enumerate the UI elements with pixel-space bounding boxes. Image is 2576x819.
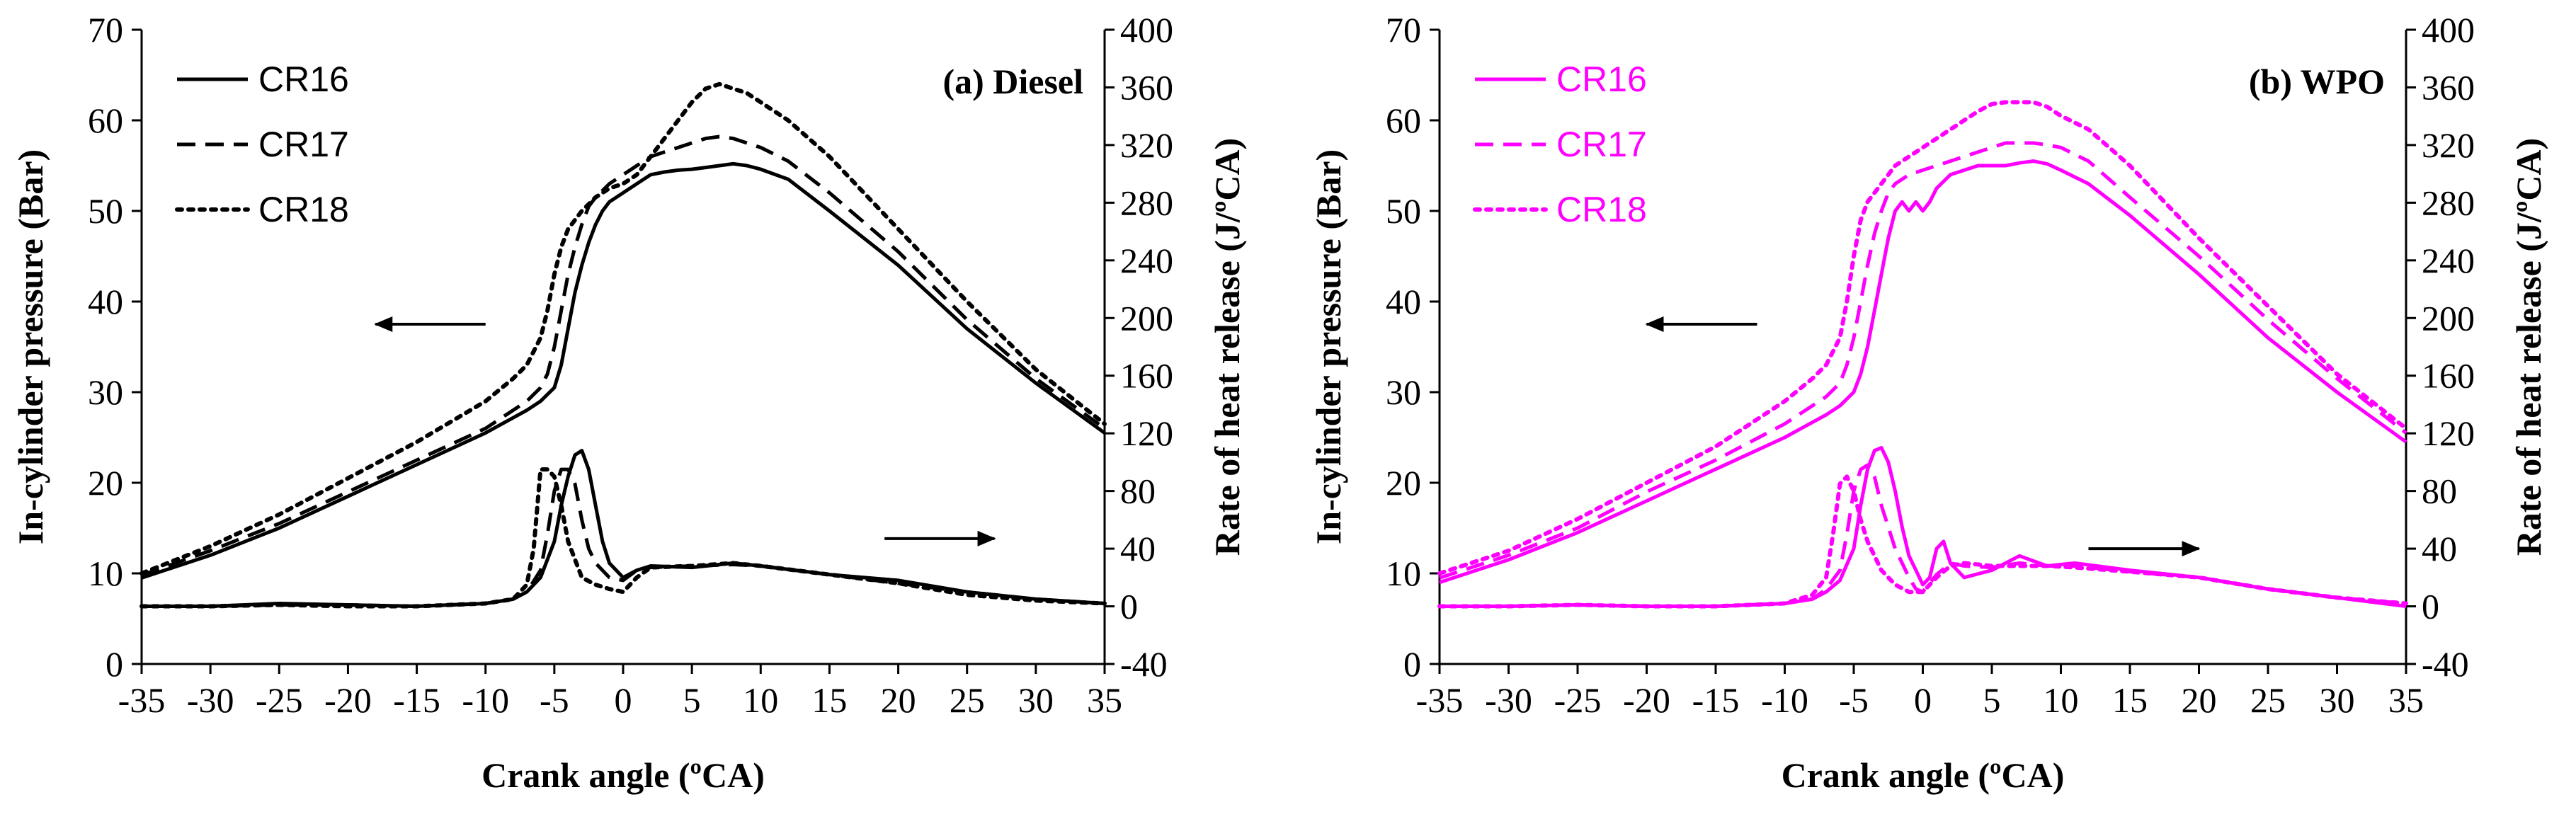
legend-label-cr18: CR18	[1556, 190, 1647, 229]
y-tick-label: 70	[88, 10, 123, 50]
y2-tick-label: 40	[1120, 529, 1156, 568]
chart-title: (b) WPO	[2249, 62, 2385, 101]
x-tick-label: -10	[1761, 680, 1808, 720]
y2-tick-label: 240	[1120, 241, 1173, 280]
y-axis-label: In-cylinder pressure (Bar)	[11, 149, 50, 544]
legend-label-cr18: CR18	[258, 190, 349, 229]
y2-axis-label: Rate of heat release (J/ºCA)	[2509, 138, 2548, 556]
y-tick-label: 10	[1386, 554, 1421, 593]
x-tick-label: 20	[2182, 680, 2217, 720]
x-tick-label: -5	[1839, 680, 1869, 720]
y-tick-label: 50	[1386, 191, 1421, 231]
x-tick-label: 35	[2388, 680, 2424, 720]
y-tick-label: 0	[1403, 644, 1421, 684]
chart-panel-a: -35 -30 -25 -20 -15 -10 -5 0 5 10 15 20 25 30 35 0 10 20 3…	[11, 10, 1247, 795]
y2-tick-label: 200	[1120, 298, 1173, 338]
x-axis-label: Crank angle (ºCA)	[481, 755, 765, 795]
y2-tick-label: 120	[2422, 413, 2475, 453]
x-tick-label: -35	[1416, 680, 1464, 720]
x-tick-label: -10	[462, 680, 509, 720]
y-tick-label: 30	[1386, 372, 1421, 412]
legend-label-cr17: CR17	[258, 125, 349, 164]
series-line-cr16-pressure	[1439, 159, 2407, 585]
chart-panel-b: -35 -30 -25 -20 -15 -10 -5 0 5 10 15 20 25 30 35 0 10 20 3…	[1309, 10, 2548, 795]
y2-tick-label: 160	[1120, 356, 1173, 396]
x-tick-label: 35	[1087, 680, 1122, 720]
x-tick-label: -30	[1485, 680, 1532, 720]
y2-tick-label: 320	[2422, 125, 2475, 165]
x-tick-label: 25	[950, 680, 985, 720]
x-tick-label: 0	[615, 680, 632, 720]
x-tick-label: -5	[540, 680, 569, 720]
x-tick-label: -15	[393, 680, 440, 720]
series-line-cr18-heat-release	[139, 467, 1107, 609]
y2-tick-label: 160	[2422, 356, 2475, 396]
y2-tick-label: 120	[1120, 413, 1173, 453]
x-tick-label: 5	[683, 680, 701, 720]
y2-tick-label: 360	[1120, 67, 1173, 107]
y2-tick-label: 400	[2422, 10, 2475, 50]
y-tick-label: 60	[1386, 101, 1421, 140]
x-tick-label: -30	[187, 680, 234, 720]
x-axis-label: Crank angle (ºCA)	[1782, 755, 2065, 795]
y-tick-label: 0	[106, 644, 123, 684]
y-tick-label: 20	[1386, 463, 1421, 503]
x-tick-label: 25	[2250, 680, 2286, 720]
x-tick-label: 20	[881, 680, 916, 720]
legend-label-cr17: CR17	[1556, 125, 1647, 164]
y-tick-label: 30	[88, 372, 123, 412]
x-tick-label: 30	[1018, 680, 1054, 720]
x-tick-label: -35	[118, 680, 166, 720]
legend: CR16 CR17 CR18	[175, 59, 349, 229]
x-tick-label: -20	[324, 680, 372, 720]
x-tick-label: 10	[743, 680, 778, 720]
y-tick-label: 60	[88, 101, 123, 140]
x-tick-label: 30	[2320, 680, 2355, 720]
x-tick-label: -15	[1692, 680, 1740, 720]
y2-tick-label: 400	[1120, 10, 1173, 50]
y-tick-label: 40	[88, 282, 123, 321]
series-line-cr16-pressure	[141, 161, 1106, 580]
x-tick-label: -25	[1554, 680, 1602, 720]
y-tick-label: 70	[1386, 10, 1421, 50]
legend-label-cr16: CR16	[1556, 59, 1647, 99]
legend: CR16 CR17 CR18	[1473, 59, 1647, 229]
x-tick-label: 15	[2112, 680, 2148, 720]
x-tick-label: -25	[256, 680, 303, 720]
x-tick-label: -20	[1623, 680, 1670, 720]
y2-tick-label: 40	[2422, 529, 2457, 568]
series-line-cr17-pressure	[141, 134, 1106, 577]
y2-tick-label: 80	[2422, 471, 2457, 511]
y2-tick-label: 280	[2422, 183, 2475, 222]
series-line-cr16-heat-release	[1440, 446, 2407, 608]
legend-label-cr16: CR16	[258, 59, 349, 99]
y-tick-label: 20	[88, 463, 123, 503]
y2-tick-label: -40	[1120, 644, 1168, 684]
y2-tick-label: 320	[1120, 125, 1173, 165]
y2-tick-label: 360	[2422, 67, 2475, 107]
chart-title: (a) Diesel	[942, 62, 1083, 101]
series-line-cr16-heat-release	[142, 449, 1105, 608]
y2-tick-label: 0	[1120, 587, 1138, 626]
y2-axis-label: Rate of heat release (J/ºCA)	[1207, 138, 1247, 556]
y-axis-label: In-cylinder pressure (Bar)	[1309, 149, 1348, 544]
y2-tick-label: 200	[2422, 298, 2475, 338]
x-tick-label: 15	[811, 680, 847, 720]
y2-tick-label: 240	[2422, 241, 2475, 280]
series-line-cr18-heat-release	[1437, 474, 2408, 609]
y-tick-label: 50	[88, 191, 123, 231]
series-line-cr17-pressure	[1439, 141, 2407, 580]
y-tick-label: 10	[88, 554, 123, 593]
series-line-cr18-pressure	[139, 81, 1107, 575]
x-tick-label: 10	[2044, 680, 2079, 720]
y2-tick-label: 0	[2422, 587, 2439, 626]
x-tick-label: 5	[1983, 680, 2001, 720]
y2-tick-label: 80	[1120, 471, 1156, 511]
y2-tick-label: 280	[1120, 183, 1173, 222]
y2-tick-label: -40	[2422, 644, 2469, 684]
series-line-cr18-pressure	[1437, 100, 2408, 575]
y-tick-label: 40	[1386, 282, 1421, 321]
x-tick-label: 0	[1914, 680, 1932, 720]
